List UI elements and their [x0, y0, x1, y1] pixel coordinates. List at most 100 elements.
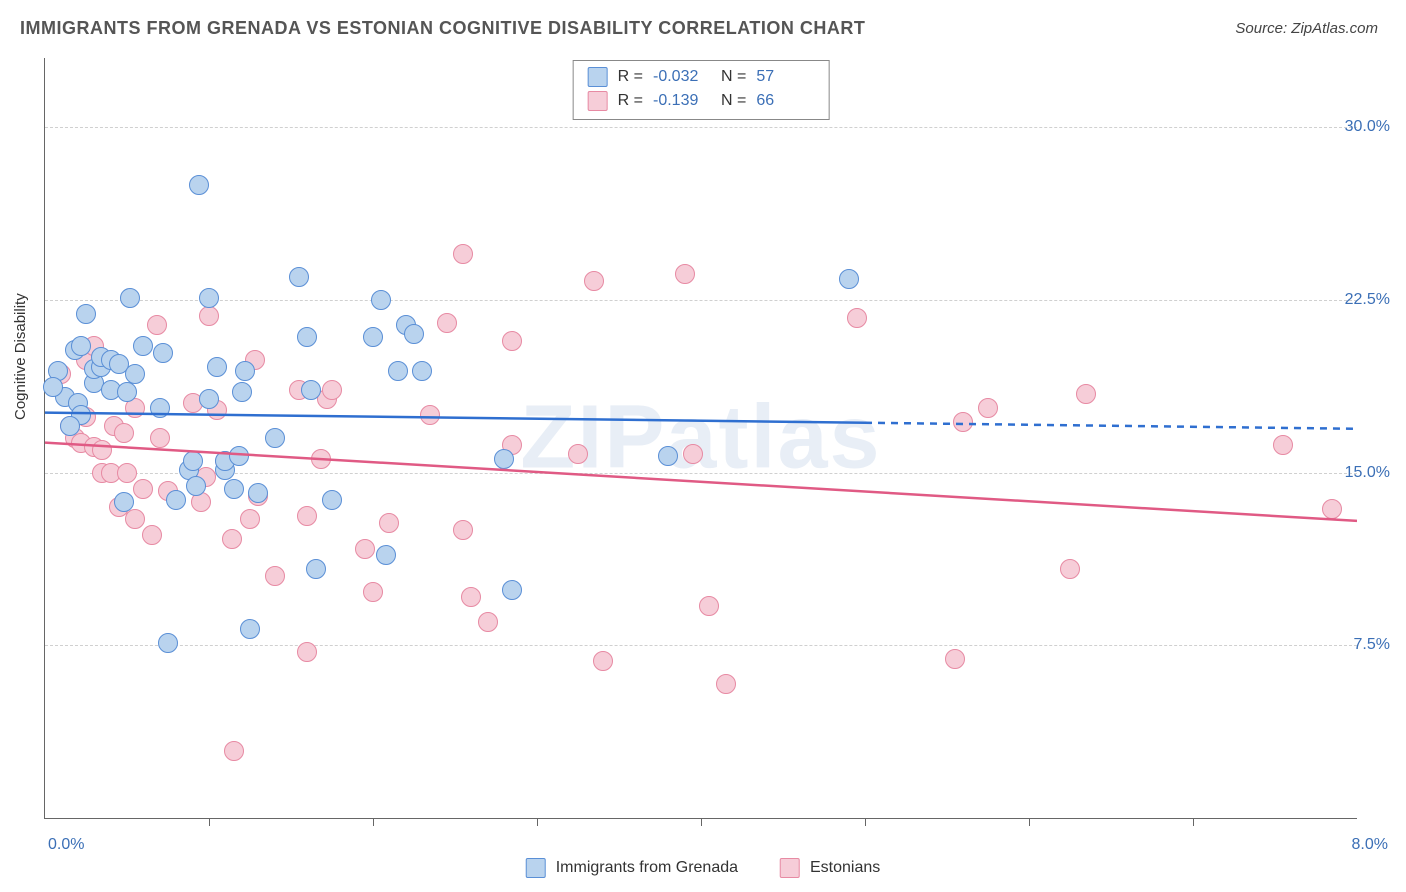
scatter-point-grenada [658, 446, 678, 466]
scatter-point-grenada [376, 545, 396, 565]
n-value-estonian: 66 [756, 89, 814, 113]
scatter-point-estonian [355, 539, 375, 559]
scatter-point-estonian [150, 428, 170, 448]
scatter-point-estonian [478, 612, 498, 632]
x-axis-tick-mark [701, 818, 702, 826]
scatter-point-estonian [311, 449, 331, 469]
scatter-point-grenada [494, 449, 514, 469]
stats-row-estonian: R = -0.139 N = 66 [588, 89, 815, 113]
scatter-point-estonian [420, 405, 440, 425]
trendline-grenada [45, 413, 865, 423]
scatter-point-estonian [265, 566, 285, 586]
scatter-point-grenada [120, 288, 140, 308]
scatter-point-estonian [142, 525, 162, 545]
swatch-estonian-icon [588, 91, 608, 111]
source-value: ZipAtlas.com [1291, 20, 1378, 37]
r-value-grenada: -0.032 [653, 65, 711, 89]
scatter-point-estonian [453, 520, 473, 540]
scatter-point-estonian [224, 741, 244, 761]
scatter-point-estonian [502, 331, 522, 351]
scatter-point-grenada [199, 288, 219, 308]
trendline-extrapolated-grenada [865, 423, 1357, 429]
y-axis-tick-label: 22.5% [1345, 291, 1390, 309]
scatter-point-grenada [153, 343, 173, 363]
scatter-point-grenada [199, 389, 219, 409]
scatter-point-grenada [76, 304, 96, 324]
scatter-point-estonian [133, 479, 153, 499]
scatter-point-grenada [839, 269, 859, 289]
scatter-point-estonian [147, 315, 167, 335]
legend-item-grenada: Immigrants from Grenada [526, 858, 738, 878]
stats-row-grenada: R = -0.032 N = 57 [588, 65, 815, 89]
x-axis-tick-mark [1029, 818, 1030, 826]
scatter-point-grenada [297, 327, 317, 347]
scatter-point-grenada [232, 382, 252, 402]
scatter-point-estonian [953, 412, 973, 432]
trend-lines-layer [45, 58, 1357, 818]
x-axis-tick-mark [373, 818, 374, 826]
scatter-point-grenada [388, 361, 408, 381]
chart-plot-area: ZIPatlas R = -0.032 N = 57 R = -0.139 N … [44, 58, 1357, 819]
n-value-grenada: 57 [756, 65, 814, 89]
scatter-point-grenada [71, 336, 91, 356]
legend-label-estonian: Estonians [810, 859, 880, 877]
legend-label-grenada: Immigrants from Grenada [556, 859, 738, 877]
swatch-grenada-icon [588, 67, 608, 87]
x-axis-max-label: 8.0% [1352, 836, 1388, 854]
scatter-point-grenada [43, 377, 63, 397]
scatter-point-estonian [297, 506, 317, 526]
swatch-grenada-icon [526, 858, 546, 878]
n-label: N = [721, 65, 746, 89]
scatter-point-estonian [716, 674, 736, 694]
n-label: N = [721, 89, 746, 113]
scatter-point-estonian [461, 587, 481, 607]
scatter-point-grenada [186, 476, 206, 496]
scatter-point-grenada [117, 382, 137, 402]
y-axis-tick-label: 7.5% [1354, 636, 1390, 654]
scatter-point-grenada [404, 324, 424, 344]
scatter-point-grenada [240, 619, 260, 639]
scatter-point-estonian [240, 509, 260, 529]
scatter-point-estonian [675, 264, 695, 284]
x-axis-min-label: 0.0% [48, 836, 84, 854]
scatter-point-estonian [125, 509, 145, 529]
scatter-point-grenada [235, 361, 255, 381]
scatter-point-grenada [224, 479, 244, 499]
scatter-point-grenada [289, 267, 309, 287]
scatter-point-grenada [207, 357, 227, 377]
y-axis-tick-label: 15.0% [1345, 464, 1390, 482]
scatter-point-grenada [158, 633, 178, 653]
scatter-point-grenada [166, 490, 186, 510]
r-label: R = [618, 89, 643, 113]
scatter-point-grenada [265, 428, 285, 448]
r-value-estonian: -0.139 [653, 89, 711, 113]
scatter-point-grenada [229, 446, 249, 466]
x-axis-tick-mark [1193, 818, 1194, 826]
source-attribution: Source: ZipAtlas.com [1235, 20, 1378, 37]
gridline-horizontal [45, 300, 1357, 301]
scatter-point-grenada [363, 327, 383, 347]
scatter-point-estonian [297, 642, 317, 662]
y-axis-tick-label: 30.0% [1345, 118, 1390, 136]
scatter-point-estonian [945, 649, 965, 669]
scatter-point-grenada [412, 361, 432, 381]
scatter-point-grenada [60, 416, 80, 436]
scatter-point-estonian [1076, 384, 1096, 404]
scatter-point-estonian [1273, 435, 1293, 455]
gridline-horizontal [45, 645, 1357, 646]
scatter-point-grenada [301, 380, 321, 400]
scatter-point-grenada [189, 175, 209, 195]
scatter-point-grenada [114, 492, 134, 512]
scatter-point-estonian [114, 423, 134, 443]
scatter-point-estonian [222, 529, 242, 549]
gridline-horizontal [45, 473, 1357, 474]
swatch-estonian-icon [780, 858, 800, 878]
scatter-point-estonian [1060, 559, 1080, 579]
scatter-point-estonian [593, 651, 613, 671]
scatter-point-estonian [1322, 499, 1342, 519]
x-axis-tick-mark [865, 818, 866, 826]
scatter-point-estonian [978, 398, 998, 418]
scatter-point-grenada [306, 559, 326, 579]
legend-item-estonian: Estonians [780, 858, 880, 878]
y-axis-label: Cognitive Disability [12, 293, 29, 420]
